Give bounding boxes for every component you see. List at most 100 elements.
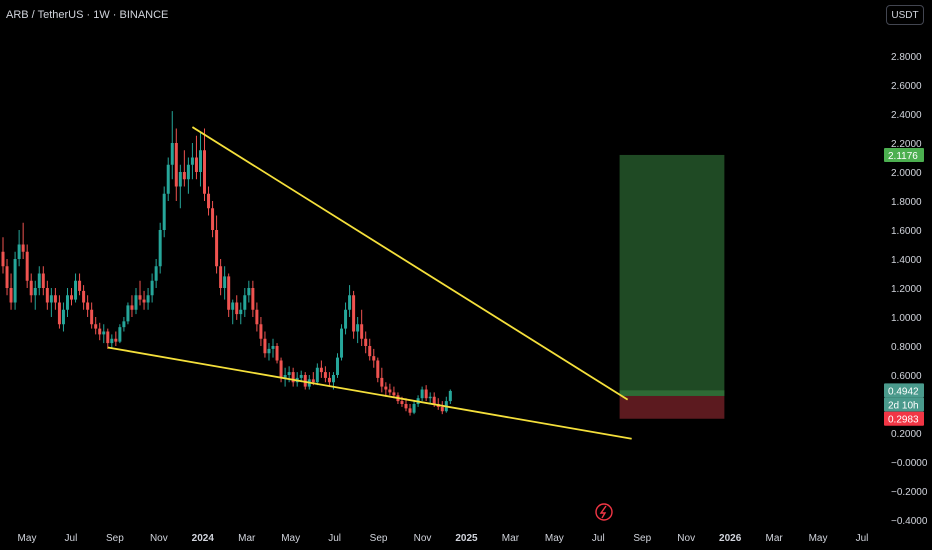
candle-body xyxy=(41,273,45,288)
x-tick-label: Nov xyxy=(677,533,695,544)
x-tick-label: May xyxy=(281,533,300,544)
candle-body xyxy=(134,295,138,310)
candle-body xyxy=(360,324,364,339)
candle-body xyxy=(404,404,408,409)
candle-body xyxy=(364,338,368,346)
candle-body xyxy=(368,346,372,357)
candle-body xyxy=(356,324,360,332)
x-tick-label: May xyxy=(809,533,828,544)
candle-body xyxy=(428,396,432,399)
candle-body xyxy=(130,305,134,310)
candle-body xyxy=(327,377,331,383)
candle-body xyxy=(223,276,227,288)
candle-body xyxy=(65,295,69,310)
candle-body xyxy=(344,309,348,329)
x-tick-label: Sep xyxy=(106,533,124,544)
candle-body xyxy=(53,295,57,303)
candle-body xyxy=(74,280,78,300)
y-tick-label: 0.8000 xyxy=(891,342,922,353)
y-tick-label: 0.6000 xyxy=(891,371,922,382)
y-tick-label: −0.0000 xyxy=(891,458,928,469)
candle-body xyxy=(154,266,158,281)
chart-title: ARB / TetherUS · 1W · BINANCE xyxy=(6,9,169,21)
candle-body xyxy=(243,295,247,310)
candle-body xyxy=(118,327,122,342)
open-profit-zone xyxy=(619,390,725,396)
candle-body xyxy=(239,309,243,315)
x-axis: May Jul Sep Nov 2024 Mar May Jul Sep Nov 2025 Mar Ma… xyxy=(18,533,869,544)
candle-body xyxy=(37,273,41,288)
candle-body xyxy=(372,356,376,361)
candle-body xyxy=(110,338,114,344)
candle-body xyxy=(331,375,335,383)
candle-body xyxy=(303,375,307,387)
candle-body xyxy=(259,324,263,339)
candle-body xyxy=(376,360,380,378)
candle-body xyxy=(255,309,259,325)
candle-body xyxy=(412,404,416,413)
candle-body xyxy=(448,390,452,402)
candle-body xyxy=(114,338,118,342)
candle-body xyxy=(392,392,396,396)
candle-body xyxy=(231,302,235,310)
candle-body xyxy=(380,377,384,387)
y-tick-label: 1.8000 xyxy=(891,197,922,208)
candle-body xyxy=(291,372,295,383)
candle-body xyxy=(94,324,98,329)
candle-body xyxy=(78,280,82,291)
candle-body xyxy=(263,338,267,354)
candle-body xyxy=(323,372,327,378)
candle-body xyxy=(235,302,239,315)
candle-body xyxy=(186,164,190,180)
candle-body xyxy=(150,280,154,296)
y-tick-label: 2.2000 xyxy=(891,139,922,150)
x-tick-label: Jul xyxy=(592,533,605,544)
candle-body xyxy=(299,375,303,378)
candle-body xyxy=(247,288,251,296)
candle-body xyxy=(271,346,275,349)
flash-icon[interactable] xyxy=(595,503,613,521)
candle-body xyxy=(142,299,146,303)
currency-button[interactable]: USDT xyxy=(886,5,924,25)
candle-body xyxy=(57,302,61,325)
candle-body xyxy=(98,328,102,335)
x-tick-label: 2025 xyxy=(455,533,478,544)
x-tick-label: 2024 xyxy=(192,533,215,544)
candle-body xyxy=(203,150,206,194)
candle-body xyxy=(61,309,65,325)
candle-body xyxy=(432,396,436,404)
target-zone xyxy=(619,154,725,396)
candle-body xyxy=(17,244,21,259)
candle-body xyxy=(86,302,90,310)
candle-body xyxy=(267,348,271,354)
x-tick-label: Mar xyxy=(238,533,256,544)
candle-body xyxy=(5,266,9,288)
y-tick-label: 2.6000 xyxy=(891,81,922,92)
candle-body xyxy=(279,360,283,378)
candle-body xyxy=(102,331,106,335)
price-label-bg xyxy=(884,397,924,412)
trendline-upper xyxy=(191,126,629,401)
candle-body xyxy=(138,295,142,300)
x-tick-label: Jul xyxy=(65,533,78,544)
y-tick-label: −0.2000 xyxy=(891,487,928,498)
x-tick-label: Jul xyxy=(328,533,341,544)
price-label-target: 2.1176 xyxy=(888,151,918,162)
y-tick-label: 1.6000 xyxy=(891,226,922,237)
stop-zone xyxy=(619,395,725,419)
x-tick-label: Mar xyxy=(765,533,783,544)
candle-body xyxy=(122,321,126,328)
y-axis: 2.8000 2.6000 2.4000 2.2000 2.0000 1.8000 1.60… xyxy=(891,52,928,527)
candle-body xyxy=(174,143,178,187)
x-tick-label: May xyxy=(18,533,37,544)
trendline-lower xyxy=(107,346,632,440)
candle-body xyxy=(440,406,444,412)
candle-body xyxy=(29,280,33,296)
x-tick-label: Sep xyxy=(370,533,388,544)
candle-body xyxy=(315,367,319,383)
candle-body xyxy=(194,157,198,172)
candle-body xyxy=(211,208,215,230)
price-label-bg xyxy=(884,383,924,398)
